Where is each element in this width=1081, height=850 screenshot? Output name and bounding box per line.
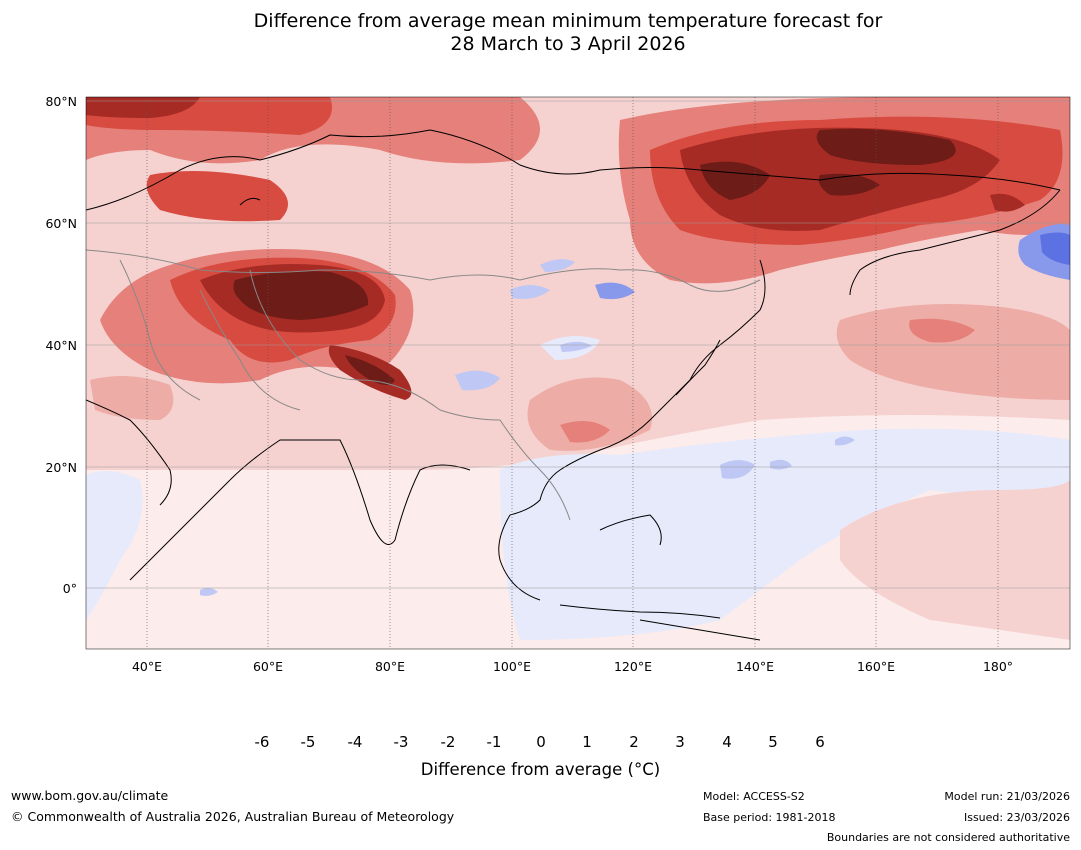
country-borders [86, 249, 761, 521]
title-line-1: Difference from average mean minimum tem… [253, 10, 883, 32]
lon-label: 80°E [375, 659, 405, 674]
colorbar-tick: -1 [486, 733, 502, 751]
colorbar-tick: 2 [629, 733, 639, 751]
lat-label: 20°N [45, 460, 77, 475]
coastlines [86, 129, 1061, 641]
lon-label: 140°E [736, 659, 774, 674]
colorbar-tick: -4 [347, 733, 363, 751]
anomaly-field [86, 97, 1070, 649]
colorbar-tick: 6 [815, 733, 825, 751]
colorbar-tick: 4 [722, 733, 732, 751]
lon-label: 120°E [614, 659, 652, 674]
colorbar-label: Difference from average (°C) [420, 760, 661, 779]
colorbar-tick: 1 [582, 733, 592, 751]
longitude-labels: 40°E 60°E 80°E 100°E 120°E 140°E 160°E 1… [132, 659, 1013, 674]
lon-label: 40°E [132, 659, 162, 674]
model-name: Model: ACCESS-S2 [703, 790, 805, 803]
colorbar-tick: 3 [675, 733, 685, 751]
lon-label: 180° [983, 659, 1013, 674]
map-title: Difference from average mean minimum tem… [0, 10, 1081, 56]
longitude-gridlines [146, 97, 999, 649]
lon-label: 160°E [857, 659, 895, 674]
map-frame [85, 96, 1071, 650]
lat-label: 40°N [45, 338, 77, 353]
lat-label: 60°N [45, 216, 77, 231]
colorbar-tick: -5 [300, 733, 316, 751]
lon-label: 100°E [493, 659, 531, 674]
lat-label: 80°N [45, 94, 77, 109]
colorbar-tick: -6 [254, 733, 270, 751]
latitude-gridlines [86, 100, 1070, 589]
issued-date: Issued: 23/03/2026 [963, 811, 1070, 824]
colorbar-tick: -3 [393, 733, 409, 751]
title-line-2: 28 March to 3 April 2026 [450, 33, 686, 55]
website-link[interactable]: www.bom.gov.au/climate [11, 788, 169, 803]
boundary-disclaimer: Boundaries are not considered authoritat… [826, 831, 1070, 844]
copyright-text: © Commonwealth of Australia 2026, Austra… [11, 809, 455, 824]
colorbar-tick: 5 [768, 733, 778, 751]
base-period: Base period: 1981-2018 [703, 811, 836, 824]
colorbar-tick: -2 [440, 733, 456, 751]
colorbar-tick: 0 [536, 733, 546, 751]
forecast-map: 80°N 60°N 40°N 20°N 0° 40°E 60°E 80°E 10… [45, 94, 1071, 674]
lat-label: 0° [63, 581, 77, 596]
latitude-labels: 80°N 60°N 40°N 20°N 0° [45, 94, 77, 596]
model-run: Model run: 21/03/2026 [944, 790, 1070, 803]
lon-label: 60°E [253, 659, 283, 674]
